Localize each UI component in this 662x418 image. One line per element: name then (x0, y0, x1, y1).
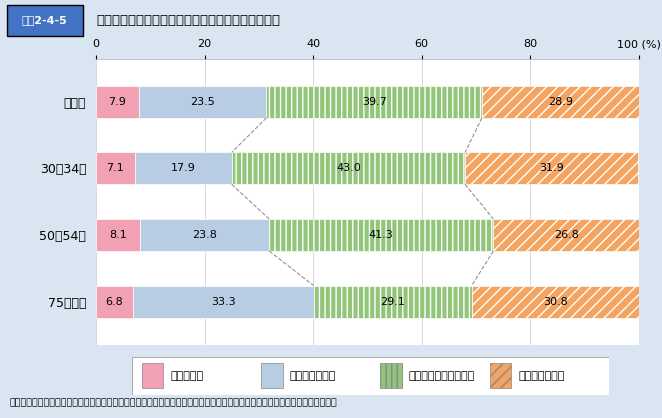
Text: 資料：安心と信頼のある「ライフエンディング・ステージ」の創出に向けた普及備叁に関する研究会（経済産業省）報告書より: 資料：安心と信頼のある「ライフエンディング・ステージ」の創出に向けた普及備叁に関… (10, 398, 338, 407)
Text: あてはまらない: あてはまらない (518, 371, 565, 381)
Bar (140, 219, 269, 251)
Bar (134, 153, 232, 184)
Bar (133, 285, 314, 318)
Bar (269, 219, 493, 251)
Bar (96, 219, 140, 251)
Bar (142, 364, 164, 388)
Bar (493, 219, 639, 251)
Text: ややあてはまる: ややあてはまる (290, 371, 336, 381)
Text: 29.1: 29.1 (380, 296, 405, 306)
Bar (471, 285, 639, 318)
Text: 17.9: 17.9 (171, 163, 195, 173)
Text: 「死についてほとんど考えたことはない」人の割合: 「死についてほとんど考えたことはない」人の割合 (96, 14, 280, 27)
Bar (96, 153, 134, 184)
Text: あてはまる: あてはまる (171, 371, 204, 381)
Text: 7.9: 7.9 (109, 97, 126, 107)
Text: 7.1: 7.1 (107, 163, 124, 173)
Text: 8.1: 8.1 (109, 230, 127, 240)
Bar (139, 86, 266, 118)
Text: あまりあてはまらない: あまりあてはまらない (409, 371, 475, 381)
Bar (96, 86, 139, 118)
Text: 26.8: 26.8 (553, 230, 579, 240)
Text: 図表2-4-5: 図表2-4-5 (22, 15, 68, 25)
Text: 28.9: 28.9 (548, 97, 573, 107)
Bar (266, 86, 482, 118)
Bar (261, 364, 283, 388)
Bar (232, 153, 465, 184)
Text: 41.3: 41.3 (369, 230, 394, 240)
Bar (482, 86, 639, 118)
Text: 30.8: 30.8 (543, 296, 567, 306)
Text: 31.9: 31.9 (540, 163, 564, 173)
Bar (465, 153, 638, 184)
Bar (380, 364, 402, 388)
Text: 23.5: 23.5 (190, 97, 215, 107)
Text: 6.8: 6.8 (105, 296, 123, 306)
Text: 43.0: 43.0 (336, 163, 361, 173)
Bar (96, 285, 133, 318)
Text: 39.7: 39.7 (361, 97, 387, 107)
Bar (490, 364, 511, 388)
Text: 33.3: 33.3 (211, 296, 236, 306)
Bar (314, 285, 471, 318)
FancyBboxPatch shape (132, 357, 609, 395)
Text: 23.8: 23.8 (192, 230, 217, 240)
